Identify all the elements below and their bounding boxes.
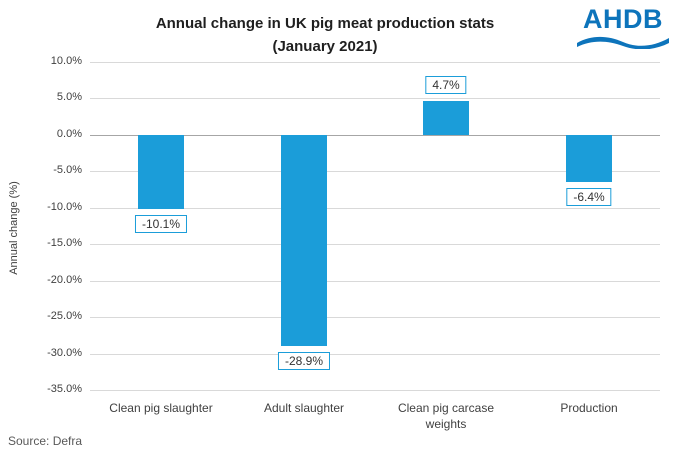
y-tick-label: -10.0% [47,201,82,213]
y-tick-label: 5.0% [56,91,82,103]
ahdb-logo-wave-icon [577,36,669,49]
zero-axis-line [90,135,660,136]
gridline [90,62,660,63]
y-tick-label: -5.0% [53,164,82,176]
bar [281,135,327,346]
gridline [90,354,660,355]
x-category-label: Adult slaughter [263,401,345,415]
bar [423,101,469,135]
x-category-label: Production [560,401,618,415]
bar-value-label: -28.9% [277,352,331,370]
gridline [90,390,660,391]
gridline [90,317,660,318]
ahdb-logo: AHDB [577,6,669,49]
chart-title: Annual change in UK pig meat production … [80,12,570,59]
bar-value-label: -10.1% [134,215,188,233]
chart-title-line2: (January 2021) [272,38,378,56]
gridline [90,171,660,172]
y-axis-title: Annual change (%) [8,181,20,275]
x-category-label: Clean pig carcase weights [397,401,495,432]
gridline [90,281,660,282]
gridline [90,98,660,99]
ahdb-logo-text: AHDB [583,4,663,34]
bar-value-label: 4.7% [425,76,467,94]
gridline [90,208,660,209]
gridline [90,244,660,245]
y-tick-label: 0.0% [56,128,82,140]
x-category-label: Clean pig slaughter [109,401,213,415]
y-tick-label: 10.0% [50,55,82,67]
y-tick-label: -35.0% [47,383,82,395]
y-tick-label: -15.0% [47,237,82,249]
bar [138,135,184,209]
bar-value-label: -6.4% [566,188,612,206]
chart-title-line1: Annual change in UK pig meat production … [155,15,495,32]
y-tick-label: -25.0% [47,310,82,322]
y-tick-label: -20.0% [47,274,82,286]
source-note: Source: Defra [8,434,83,448]
bar [566,135,612,182]
y-tick-label: -30.0% [47,347,82,359]
